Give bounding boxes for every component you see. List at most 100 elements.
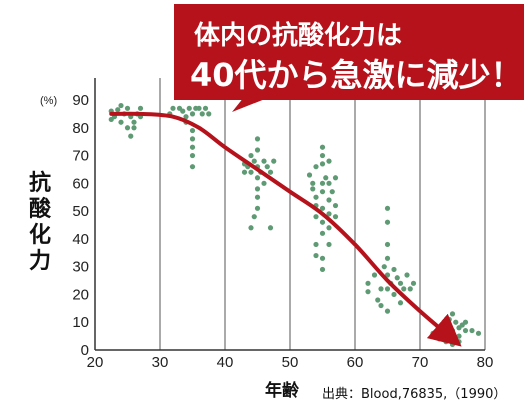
data-point [202,105,209,111]
data-point [319,152,326,159]
data-point [306,172,313,178]
y-axis-label-char: 抗 [29,170,51,196]
data-point [323,175,329,181]
data-point [407,286,413,292]
data-point [456,339,462,345]
data-point [365,280,371,286]
data-point [131,125,137,131]
x-axis-label: 年齢 [265,380,300,401]
data-point [128,133,134,139]
data-point [261,180,267,186]
data-point [206,111,212,117]
y-axis-label: 抗酸化力 [29,170,52,274]
data-point [319,189,326,195]
y-tick-label: 50 [72,203,89,220]
data-point [183,114,189,120]
data-point [313,252,319,259]
y-tick-label: 70 [72,148,89,165]
data-point [319,230,326,236]
data-point [189,164,196,170]
y-tick-label: 60 [72,175,89,192]
data-point [384,205,391,211]
data-point [254,147,261,153]
data-point [267,225,274,231]
data-point [199,111,205,117]
data-point [254,194,261,200]
data-point [397,280,404,286]
data-point [384,286,391,292]
x-tick-label: 60 [347,354,364,371]
x-tick-label: 40 [217,354,234,371]
y-tick-label: 80 [72,120,89,137]
data-point [443,339,449,345]
data-point [251,158,257,164]
x-tick-label: 20 [87,354,104,371]
y-axis-label-char: 酸 [29,197,52,222]
data-point [254,186,261,192]
data-point [443,322,449,328]
data-point [378,286,384,292]
y-tick-label: 90 [72,92,89,109]
data-point [381,264,387,270]
data-point [449,341,456,348]
data-point [391,266,397,273]
data-point [401,286,407,292]
y-unit-label: (%) [40,95,57,107]
data-point [371,272,378,278]
data-point [261,158,267,164]
source-citation: 出典：Blood,76835,（1990） [322,387,506,402]
data-point [131,119,137,125]
data-point [326,158,332,164]
data-point [254,205,261,211]
data-point [332,214,339,220]
y-tick-label: 0 [81,342,89,359]
data-point [446,316,452,323]
grid-lines [159,78,486,350]
data-point [404,272,410,278]
data-point [384,308,391,314]
data-point [189,111,196,117]
trend-arrow [109,111,462,347]
data-point [326,241,332,248]
data-point [189,152,196,159]
data-point [326,211,332,217]
data-point [319,161,326,167]
callout-banner: 体内の抗酸化力は 40代から急激に減少！ [174,4,524,112]
data-point [319,144,326,150]
y-tick-label: 40 [72,231,89,248]
data-points [108,102,482,348]
data-point [329,189,335,195]
data-point [271,158,277,164]
data-point [124,105,131,111]
data-point [310,186,316,192]
data-point [310,180,316,186]
data-point [124,125,131,131]
data-point [248,225,254,231]
data-point [264,164,270,170]
y-tick-label: 30 [72,259,89,276]
y-axis-label-char: 化 [29,222,51,248]
data-point [118,119,124,125]
data-point [254,136,261,142]
data-point [384,219,391,225]
data-point [436,336,443,342]
data-point [410,280,417,286]
data-point [319,180,326,186]
data-point [189,144,196,150]
data-point [430,330,436,336]
data-point [462,327,469,334]
data-point [248,152,254,159]
data-point [326,225,332,231]
data-point [251,214,257,220]
data-point [189,127,196,134]
x-tick-labels: 20 30 40 50 60 70 80 [87,354,494,371]
y-tick-label: 20 [72,286,89,303]
data-point [394,275,400,281]
data-point [475,330,482,336]
data-point [319,255,326,261]
axes [94,78,485,351]
callout-box [174,4,524,100]
data-point [248,169,254,175]
data-point [397,300,404,306]
y-tick-labels: 0 10 20 30 40 50 60 70 80 90 [72,92,89,359]
